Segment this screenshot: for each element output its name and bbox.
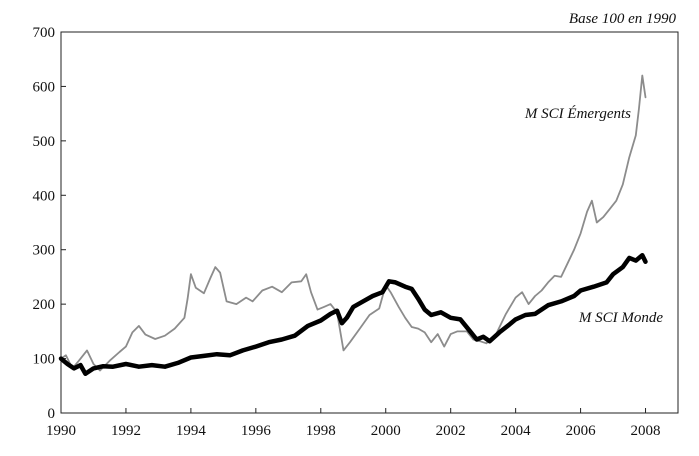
x-tick-label: 1992 — [111, 423, 141, 439]
series-line-world — [58, 252, 648, 377]
series-label-emerging: M SCI Émergents — [524, 105, 631, 122]
y-tick-label: 200 — [33, 297, 56, 313]
x-tick-label: 1990 — [46, 423, 76, 439]
y-tick-label: 500 — [33, 134, 56, 150]
x-tick-label: 2002 — [436, 423, 466, 439]
y-tick-label: 0 — [48, 406, 56, 422]
series-line-emerging — [60, 74, 647, 372]
x-tick-label: 1996 — [241, 423, 272, 439]
y-axis: 0 100 200 300 400 500 600 700 — [33, 25, 66, 422]
series-layer — [58, 74, 648, 377]
y-tick-label: 100 — [33, 352, 56, 368]
x-tick-label: 2000 — [371, 423, 401, 439]
x-tick-label: 2004 — [501, 423, 532, 439]
base-note: Base 100 en 1990 — [569, 11, 677, 27]
x-tick-label: 2008 — [631, 423, 661, 439]
x-axis: 1990 1992 1994 1996 1998 2000 2002 2004 2006 2008 — [46, 408, 661, 439]
y-tick-label: 400 — [33, 188, 56, 204]
x-tick-label: 1998 — [306, 423, 336, 439]
x-tick-label: 1994 — [176, 423, 207, 439]
series-label-world: M SCI Monde — [578, 310, 663, 326]
x-tick-label: 2006 — [566, 423, 597, 439]
y-tick-label: 600 — [33, 79, 56, 95]
y-tick-label: 700 — [33, 25, 56, 41]
y-tick-label: 300 — [33, 243, 56, 259]
plot-area-frame — [60, 31, 679, 414]
